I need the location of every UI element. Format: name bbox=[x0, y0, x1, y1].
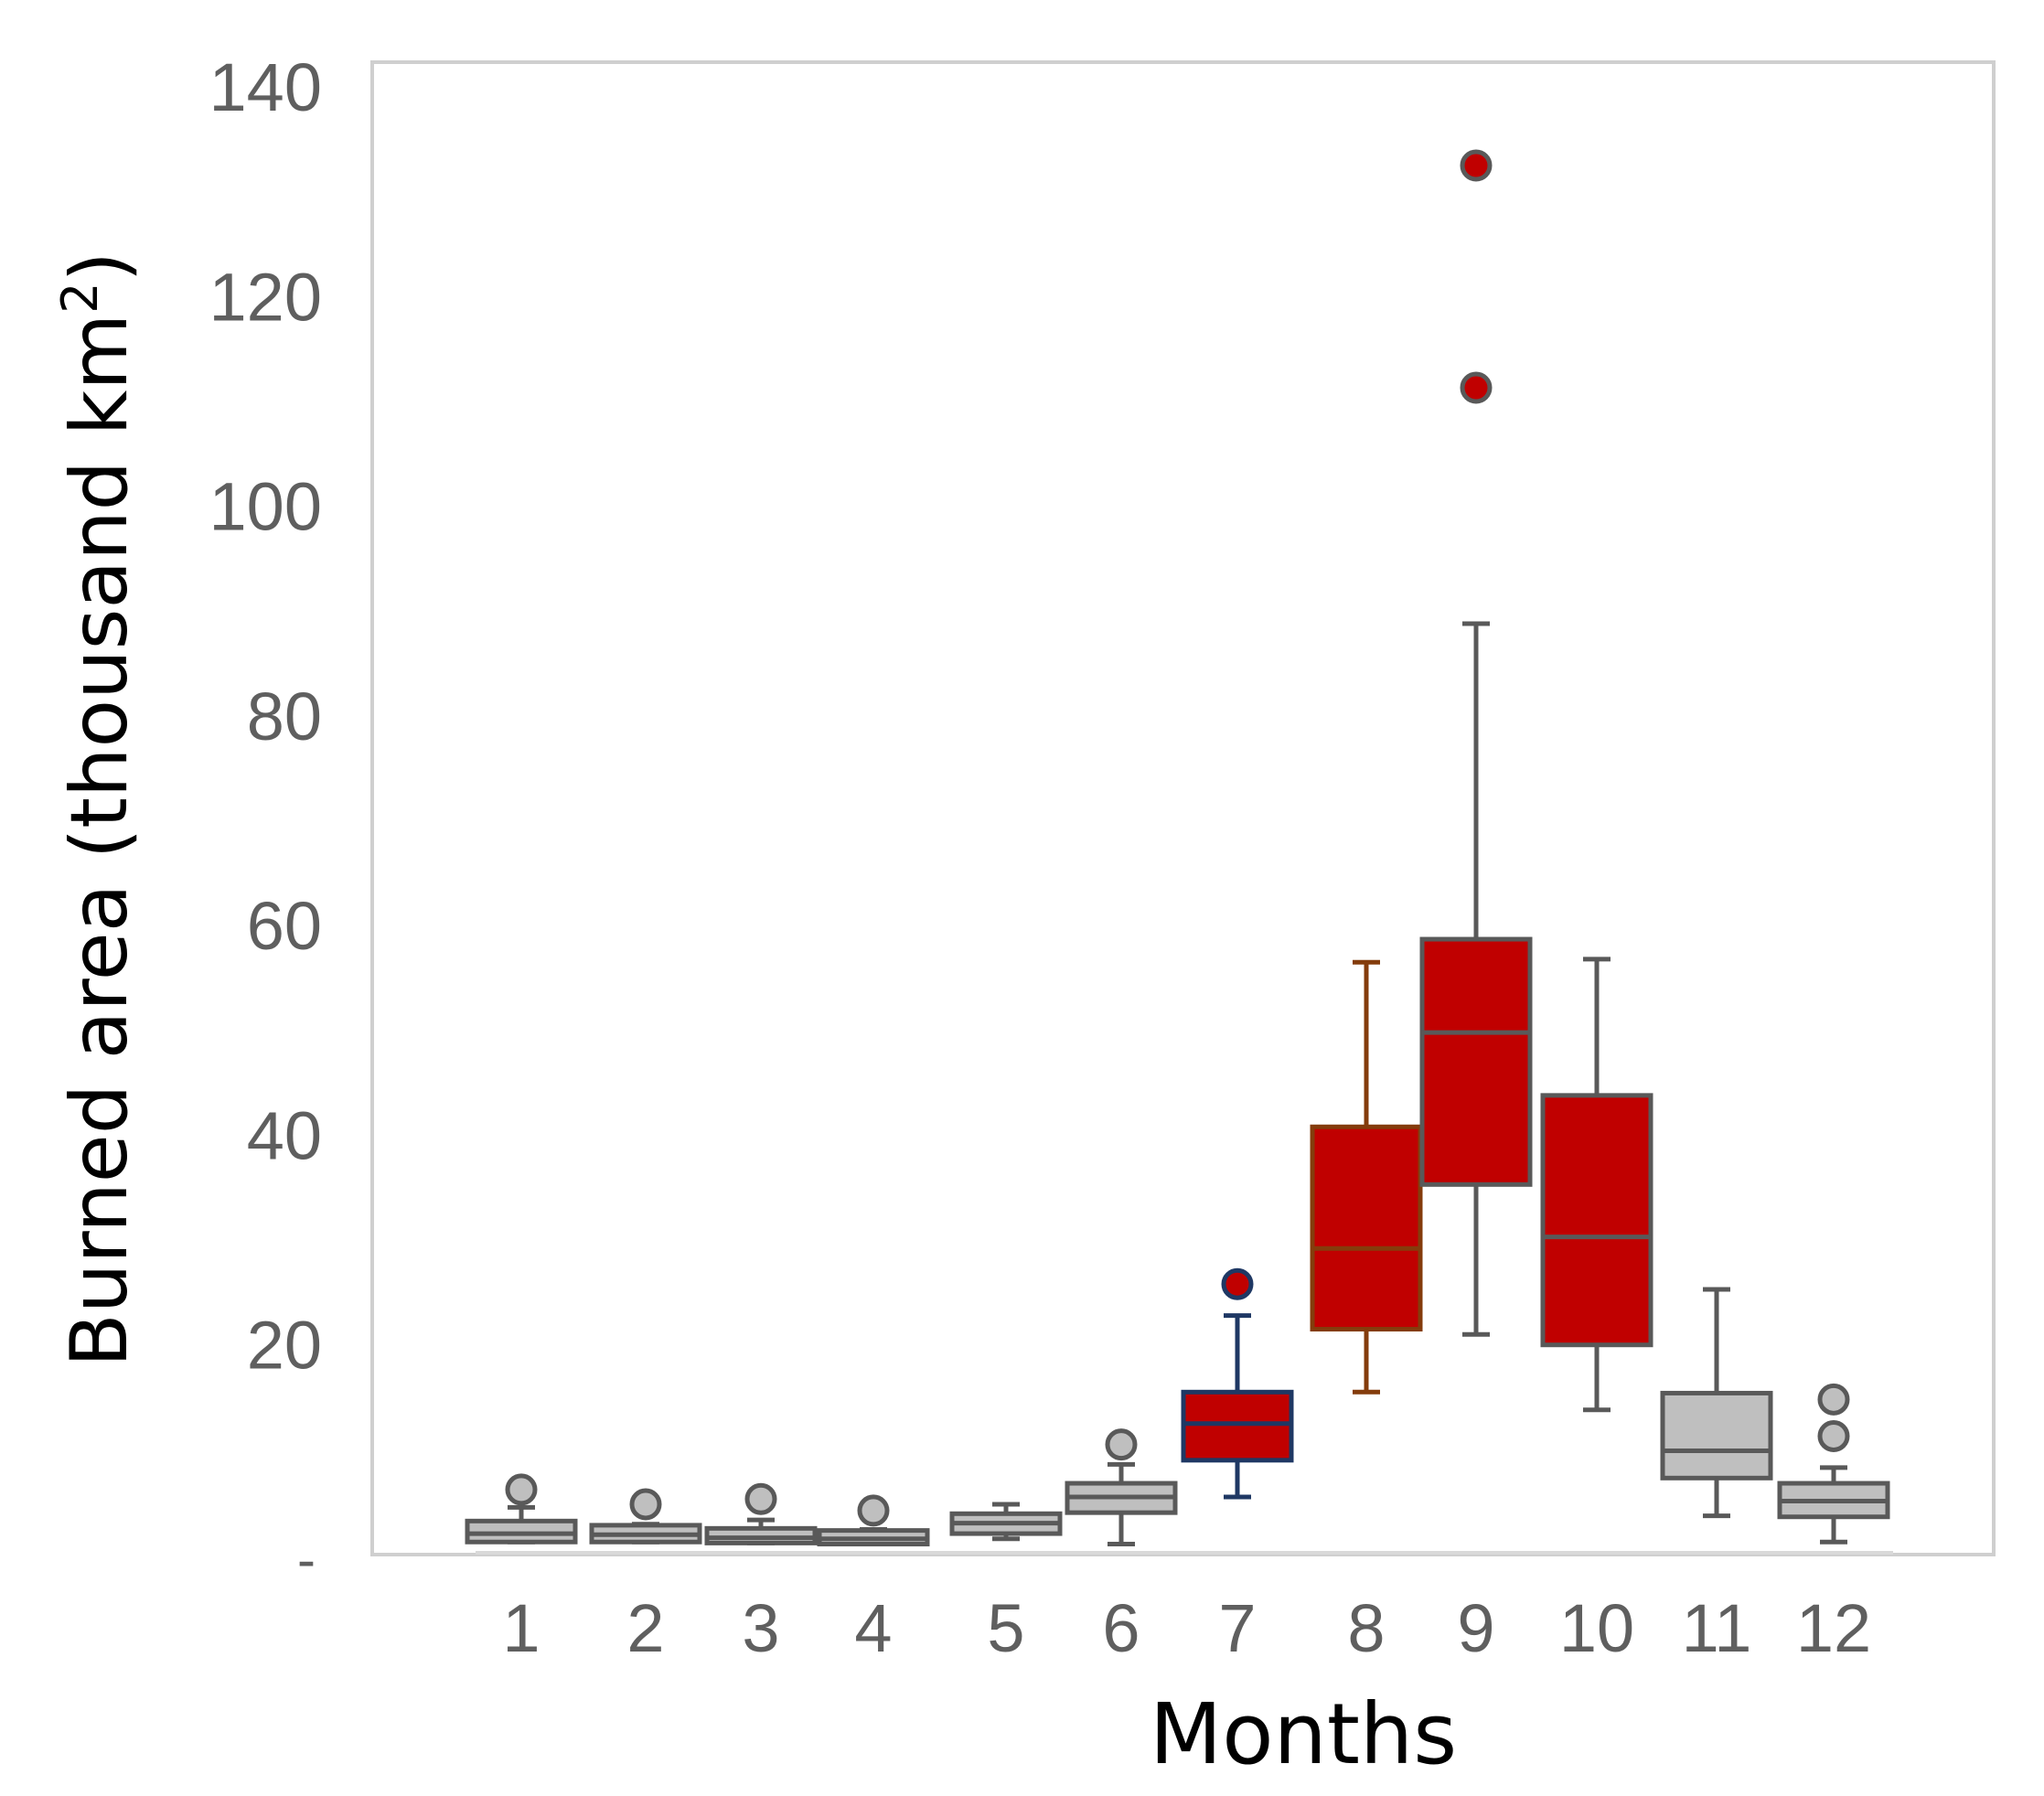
x-tick-label-11: 11 bbox=[1682, 1590, 1752, 1666]
y-tick-label-6: 120 bbox=[209, 259, 322, 335]
x-tick-label-5: 5 bbox=[987, 1590, 1024, 1666]
box-iqr-month-11 bbox=[1660, 1390, 1773, 1481]
y-tick-label-1: 20 bbox=[247, 1308, 322, 1384]
y-tick-label-3: 60 bbox=[247, 888, 322, 964]
box-iqr-month-7 bbox=[1181, 1389, 1294, 1463]
outlier-month-9-0 bbox=[1460, 371, 1493, 404]
box-month-9 bbox=[1419, 149, 1533, 1337]
box-month-12 bbox=[1777, 1383, 1890, 1545]
x-tick-label-8: 8 bbox=[1347, 1590, 1385, 1666]
box-month-11 bbox=[1660, 1287, 1773, 1519]
box-month-6 bbox=[1065, 1428, 1178, 1547]
y-axis-title: Burned area (thousand km2) bbox=[51, 251, 145, 1367]
y-tick-label-7: 140 bbox=[209, 49, 322, 125]
x-tick-label-1: 1 bbox=[502, 1590, 540, 1666]
box-month-1 bbox=[465, 1473, 578, 1545]
y-tick-label-5: 100 bbox=[209, 469, 322, 545]
x-tick-label-3: 3 bbox=[742, 1590, 779, 1666]
y-tick-label-2: 40 bbox=[247, 1097, 322, 1173]
y-tick-label-0: - bbox=[297, 1529, 316, 1590]
box-month-3 bbox=[704, 1482, 818, 1545]
outlier-month-9-1 bbox=[1460, 149, 1493, 182]
box-month-4 bbox=[817, 1494, 930, 1547]
x-axis-ticks: 1 2 3 4 5 6 7 8 9 10 11 12 bbox=[502, 1590, 1871, 1666]
plot-frame bbox=[370, 60, 1996, 1556]
box-month-8 bbox=[1310, 959, 1423, 1395]
box-month-5 bbox=[949, 1502, 1063, 1542]
box-iqr-month-10 bbox=[1540, 1093, 1653, 1348]
outlier-month-6-0 bbox=[1105, 1428, 1138, 1461]
x-tick-label-9: 9 bbox=[1457, 1590, 1494, 1666]
y-axis-ticks: - 20 40 60 80 100 120 140 bbox=[209, 49, 322, 1590]
outlier-month-3-0 bbox=[744, 1482, 777, 1515]
y-axis-title-close: ) bbox=[54, 251, 145, 283]
box-iqr-month-9 bbox=[1419, 936, 1533, 1187]
x-tick-label-4: 4 bbox=[854, 1590, 892, 1666]
x-tick-label-7: 7 bbox=[1218, 1590, 1256, 1666]
box-month-7 bbox=[1181, 1267, 1294, 1500]
y-tick-label-4: 80 bbox=[247, 679, 322, 754]
outlier-month-4-0 bbox=[857, 1494, 890, 1527]
y-axis-title-superscript: 2 bbox=[51, 282, 109, 313]
outlier-month-2-0 bbox=[629, 1488, 662, 1521]
x-tick-label-6: 6 bbox=[1102, 1590, 1140, 1666]
y-axis-title-main: Burned area (thousand km bbox=[54, 314, 145, 1367]
x-tick-label-2: 2 bbox=[626, 1590, 664, 1666]
box-iqr-month-8 bbox=[1310, 1124, 1423, 1332]
x-tick-label-10: 10 bbox=[1559, 1590, 1634, 1666]
outlier-month-12-1 bbox=[1817, 1383, 1850, 1416]
boxes-layer bbox=[465, 149, 1893, 1555]
x-tick-label-12: 12 bbox=[1796, 1590, 1871, 1666]
outlier-month-1-0 bbox=[505, 1473, 538, 1506]
box-month-10 bbox=[1540, 957, 1653, 1413]
outlier-month-12-0 bbox=[1817, 1419, 1850, 1452]
box-month-2 bbox=[589, 1488, 702, 1545]
outlier-month-7-0 bbox=[1221, 1267, 1254, 1300]
x-axis-title: Months bbox=[1150, 1685, 1457, 1783]
